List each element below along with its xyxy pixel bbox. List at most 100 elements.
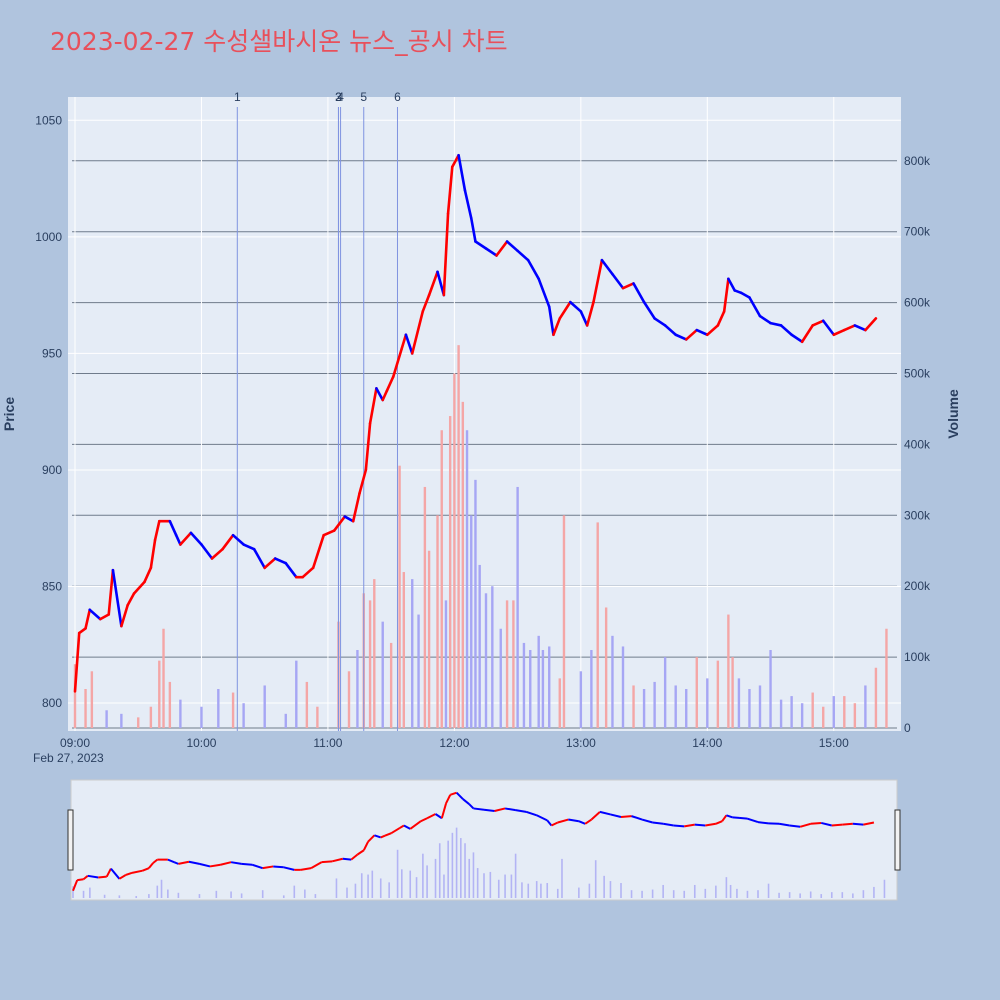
slider-price-segment: [721, 814, 728, 822]
plot-area[interactable]: [68, 97, 901, 731]
volume-axis-ticks: 0 100k 200k 300k 400k 500k 600k 700k 800k: [904, 154, 931, 735]
volume-bar: [706, 678, 709, 728]
volume-bar: [611, 635, 614, 728]
range-slider-left-handle[interactable]: [67, 809, 74, 871]
slider-price-segment: [738, 816, 748, 820]
price-axis-title: Price: [1, 397, 17, 431]
range-slider-right-handle[interactable]: [894, 809, 901, 871]
slider-volume-bar: [521, 882, 523, 898]
slider-volume-bar: [240, 893, 243, 898]
slider-price-segment: [82, 875, 89, 881]
volume-bar: [73, 664, 77, 728]
price-candle-segment: [450, 153, 460, 169]
slider-price-segment: [72, 879, 79, 892]
price-candle-segment: [716, 310, 726, 327]
slider-price-segment: [610, 813, 622, 818]
volume-bar: [800, 703, 804, 728]
volume-bar: [158, 660, 161, 728]
slider-volume-bar: [434, 858, 437, 898]
slider-price-segment: [455, 791, 464, 800]
volume-bar: [579, 671, 583, 728]
slider-price-segment: [332, 857, 344, 863]
slider-volume-bar: [230, 891, 232, 898]
price-candle-segment: [322, 529, 336, 537]
slider-price-segment: [536, 814, 548, 822]
price-candle-segment: [727, 277, 737, 292]
volume-bar: [448, 416, 452, 728]
slider-price-segment: [342, 857, 352, 861]
slider-price-segment: [152, 858, 158, 864]
news-marker-label: 4: [337, 90, 344, 104]
volume-bar: [373, 579, 376, 728]
slider-price-segment: [715, 820, 723, 825]
slider-price-segment: [105, 868, 112, 878]
slider-price-segment: [820, 821, 833, 827]
volume-bar: [168, 681, 172, 728]
news-marker-label: 1: [234, 90, 241, 104]
slider-price-segment: [842, 822, 853, 826]
volume-bar: [90, 671, 94, 728]
slider-volume-bar: [156, 885, 159, 898]
slider-volume-bar: [729, 884, 732, 898]
slider-price-segment: [546, 819, 553, 827]
slider-volume-bar: [293, 885, 296, 898]
slider-price-segment: [778, 822, 790, 827]
price-candle-segment: [98, 613, 111, 621]
slider-volume-bar: [651, 889, 654, 898]
price-candle-segment: [210, 547, 224, 560]
volume-bar: [674, 685, 677, 728]
slider-volume-bar: [72, 886, 74, 898]
slider-price-segment: [110, 867, 121, 880]
slider-price-segment: [551, 821, 559, 827]
slider-price-segment: [652, 821, 664, 825]
slider-price-segment: [390, 827, 401, 835]
volume-bar: [474, 479, 477, 728]
price-candle-segment: [421, 293, 431, 313]
volume-bar: [822, 706, 825, 728]
volume-tick-label: 400k: [904, 437, 931, 451]
volume-axis-title: Volume: [945, 389, 961, 439]
slider-price-segment: [525, 810, 538, 817]
price-candle-segment: [457, 153, 467, 192]
price-candle-segment: [695, 328, 709, 337]
slider-volume-bar: [746, 890, 749, 898]
price-tick-label: 1000: [35, 230, 62, 244]
price-candle-segment: [592, 258, 604, 304]
slider-volume-bar: [603, 875, 605, 898]
slider-volume-bar: [198, 894, 201, 898]
volume-bar: [284, 713, 287, 728]
price-candle-segment: [739, 291, 751, 299]
slider-volume-bar: [468, 858, 471, 898]
volume-tick-label: 700k: [904, 225, 931, 239]
slider-volume-bar: [540, 883, 542, 898]
slider-volume-bar: [438, 843, 441, 898]
volume-bar: [179, 699, 182, 728]
volume-bar: [427, 550, 431, 728]
slider-volume-bar: [852, 893, 854, 898]
volume-bar: [604, 607, 608, 728]
volume-bar: [548, 646, 551, 728]
slider-price-segment: [409, 820, 422, 830]
volume-bar: [769, 650, 772, 728]
volume-bar: [737, 678, 741, 728]
price-candle-segment: [189, 531, 203, 546]
price-candle-segment: [821, 319, 836, 337]
chart-title: 2023-02-27 수성샐바시온 뉴스_공시 차트: [50, 27, 508, 56]
slider-price-segment: [590, 811, 601, 821]
slider-volume-bar: [409, 870, 412, 898]
volume-bar: [368, 600, 372, 728]
slider-volume-bar: [497, 879, 500, 898]
slider-price-segment: [310, 861, 323, 870]
slider-price-segment: [620, 815, 632, 818]
news-marker-lines: 1 234 5 6: [234, 90, 401, 731]
slider-volume-bar: [460, 838, 462, 898]
slider-volume-bar: [556, 888, 559, 898]
time-tick-label: 13:00: [566, 736, 596, 750]
price-candle-segment: [427, 270, 439, 297]
slider-volume-bar: [426, 865, 428, 898]
slider-price-segment: [362, 841, 369, 851]
volume-bar: [398, 465, 401, 728]
slider-price-segment: [262, 865, 274, 870]
volume-bar: [832, 696, 835, 728]
